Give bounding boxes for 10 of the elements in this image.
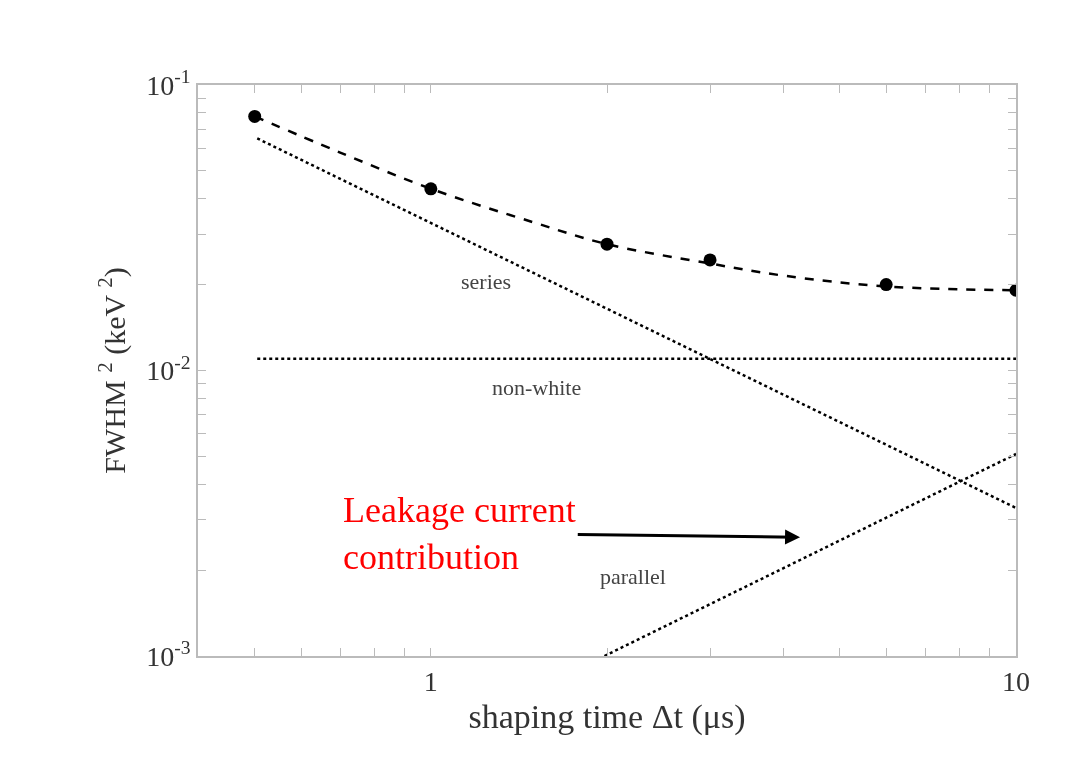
series-label: parallel <box>600 564 666 589</box>
y-tick-label: 10$^{-2}$ <box>146 351 191 387</box>
x-axis-title: shaping time Δt (μs) <box>468 698 746 737</box>
series-label: series <box>461 269 512 294</box>
x-tick-label: 10 <box>1002 666 1030 698</box>
annotation: Leakage current contribution <box>343 490 576 577</box>
x-tick-label: 1 <box>423 666 438 698</box>
y-tick-label: 10$^{-1}$ <box>146 66 191 101</box>
series-label: non-white <box>492 375 582 400</box>
y-tick-label: 10$^{-3}$ <box>146 637 191 672</box>
